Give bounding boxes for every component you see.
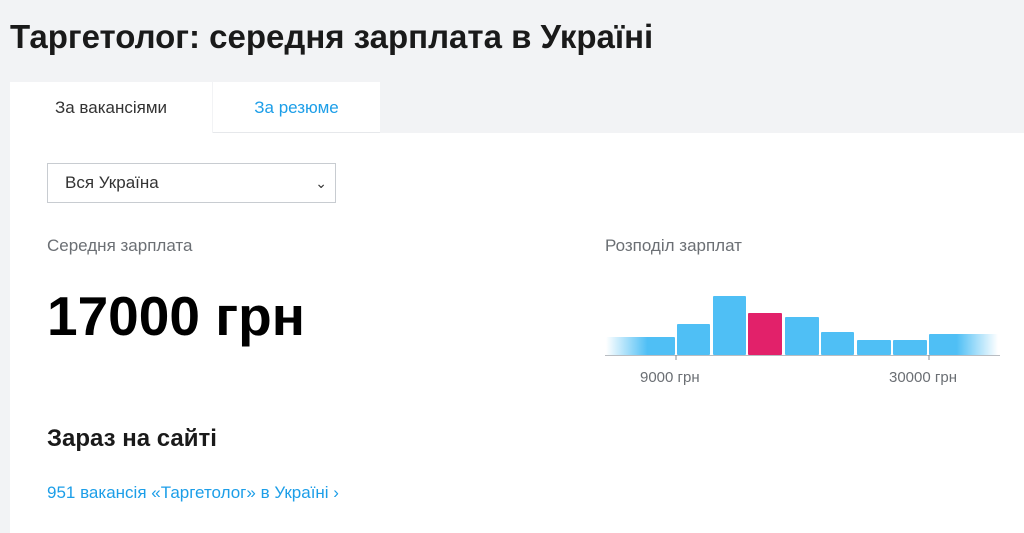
region-select[interactable]: Вся Україна ⌄ [47, 163, 336, 203]
average-salary-value: 17000 грн [47, 285, 305, 347]
page-title: Таргетолог: середня зарплата в Україні [10, 18, 654, 55]
histogram-bar [713, 296, 746, 355]
tab-resumes[interactable]: За резюме [213, 82, 380, 133]
histogram-bar [785, 317, 819, 355]
tick-label-30000: 30000 грн [889, 369, 957, 386]
tick-label-9000: 9000 грн [640, 369, 700, 386]
vacancies-link[interactable]: 951 вакансія «Таргетолог» в Україні › [47, 483, 339, 502]
region-select-value: Вся Україна [65, 173, 159, 192]
histogram-bar [929, 334, 998, 355]
histogram-bar [893, 340, 927, 355]
tab-vacancies[interactable]: За вакансіями [10, 82, 212, 133]
now-on-site-heading: Зараз на сайті [47, 425, 217, 452]
salary-histogram [605, 296, 1000, 360]
histogram-bar [821, 332, 854, 355]
distribution-label: Розподіл зарплат [605, 236, 742, 255]
histogram-bar [677, 324, 710, 355]
histogram-bar [857, 340, 891, 355]
histogram-bar [606, 337, 675, 355]
histogram-bar [748, 313, 782, 355]
chevron-down-icon: ⌄ [315, 175, 327, 191]
average-salary-label: Середня зарплата [47, 236, 193, 255]
